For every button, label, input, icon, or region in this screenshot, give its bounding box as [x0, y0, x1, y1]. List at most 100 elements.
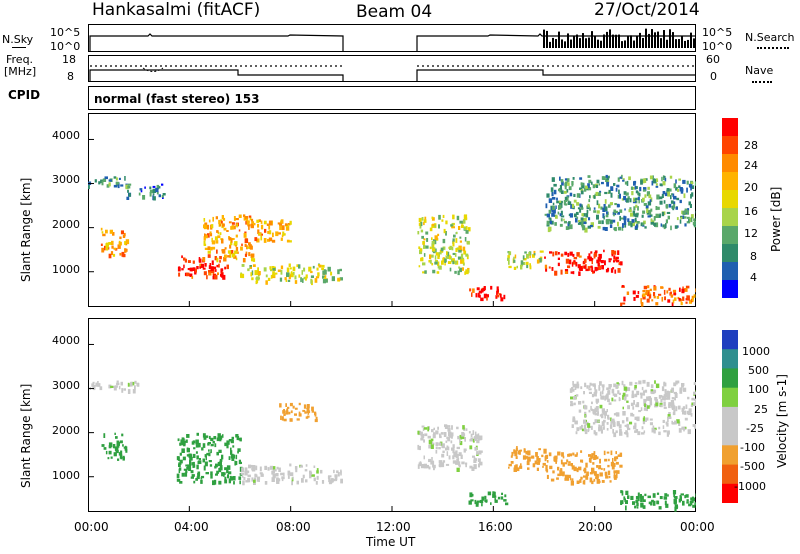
- power-cell: [632, 200, 637, 204]
- power-cell: [108, 253, 112, 259]
- power-cell: [429, 246, 432, 250]
- power-cell: [322, 279, 326, 284]
- nsearch-legend-line: [757, 47, 789, 49]
- velocity-cell: [594, 407, 598, 413]
- velocity-cell: [193, 447, 196, 450]
- power-cell: [437, 261, 440, 267]
- velocity-cell: [644, 389, 648, 393]
- power-cell: [590, 258, 594, 261]
- power-cell: [277, 269, 281, 272]
- power-cell: [100, 243, 103, 246]
- power-cell: [207, 224, 210, 230]
- power-cell: [422, 241, 425, 245]
- velocity-cell: [228, 439, 232, 442]
- power-cell: [265, 280, 268, 285]
- velocity-cell: [642, 499, 646, 502]
- power-cell: [219, 219, 222, 222]
- velocity-ylabel: Slant Range [km]: [19, 383, 33, 488]
- power-cell: [284, 277, 287, 281]
- power-cell: [672, 289, 677, 293]
- velocity-cell: [287, 470, 291, 476]
- velocity-cell: [205, 472, 209, 475]
- velocity-cell: [613, 462, 616, 467]
- velocity-cell: [676, 505, 679, 509]
- power-cell: [667, 191, 670, 197]
- power-cell: [613, 260, 615, 263]
- power-cell: [558, 200, 562, 203]
- power-cell: [564, 200, 567, 203]
- power-cell: [590, 222, 594, 228]
- power-cell: [568, 186, 572, 191]
- nsearch-tick-bottom: 10^0: [702, 40, 733, 53]
- velocity-cell: [455, 454, 459, 459]
- power-cell: [633, 206, 636, 211]
- velocity-cell: [298, 402, 301, 406]
- power-cell: [601, 265, 604, 270]
- velocity-cell: [613, 472, 616, 477]
- velocity-cell: [587, 426, 590, 432]
- velocity-cell: [601, 467, 603, 470]
- power-cell: [270, 274, 273, 279]
- power-cell: [113, 176, 117, 179]
- power-cell: [464, 271, 466, 275]
- velocity-cell: [455, 450, 458, 455]
- power-cell: [650, 218, 653, 222]
- power-cell: [613, 255, 616, 260]
- power-cell: [301, 270, 303, 275]
- power-cell: [216, 230, 219, 233]
- power-cell: [670, 193, 674, 196]
- velocity-cell: [573, 396, 577, 400]
- velocity-cell: [599, 472, 603, 477]
- power-cell: [606, 176, 609, 180]
- nsearch-bar: [642, 37, 644, 48]
- power-cell: [463, 250, 467, 255]
- velocity-cbar-swatch: [722, 445, 738, 465]
- power-cell: [638, 192, 641, 197]
- power-cell: [630, 186, 634, 190]
- velocity-cell: [683, 410, 687, 415]
- velocity-cell: [504, 494, 507, 498]
- velocity-cell: [229, 475, 232, 481]
- power-cell: [549, 220, 552, 225]
- velocity-cell: [686, 501, 689, 504]
- velocity-cell: [570, 396, 574, 400]
- velocity-cell: [658, 431, 661, 436]
- power-cell: [183, 264, 185, 269]
- velocity-cell: [181, 437, 185, 443]
- power-cell: [660, 223, 663, 227]
- velocity-cell: [219, 460, 222, 466]
- power-cell: [672, 201, 676, 205]
- nsearch-bar: [678, 39, 680, 48]
- power-cbar-swatch: [722, 172, 738, 191]
- power-cell: [231, 225, 235, 230]
- velocity-cell: [417, 430, 420, 435]
- power-cell: [451, 246, 454, 251]
- velocity-cell: [613, 475, 616, 478]
- power-cell: [437, 233, 440, 237]
- velocity-cell: [575, 385, 578, 388]
- power-cell: [590, 251, 593, 254]
- power-cell: [192, 260, 195, 264]
- velocity-cell: [445, 440, 448, 443]
- velocity-cell: [121, 388, 124, 393]
- velocity-cell: [620, 490, 623, 494]
- power-cell: [121, 251, 125, 257]
- power-cell: [196, 266, 199, 270]
- power-cbar-swatch: [722, 226, 738, 245]
- velocity-cell: [298, 413, 302, 417]
- power-cell: [115, 177, 118, 181]
- power-cell: [458, 249, 462, 253]
- power-cell: [686, 180, 689, 185]
- power-cell: [452, 241, 455, 247]
- velocity-cell: [580, 450, 583, 453]
- velocity-cell: [576, 480, 580, 484]
- power-cell: [602, 226, 606, 231]
- velocity-cell: [645, 417, 649, 421]
- velocity-cell: [608, 402, 612, 405]
- velocity-cell: [610, 450, 613, 456]
- power-cell: [623, 195, 627, 201]
- power-cell: [216, 264, 220, 268]
- power-cell: [426, 238, 429, 242]
- velocity-cell: [622, 392, 626, 396]
- power-cell: [559, 213, 562, 217]
